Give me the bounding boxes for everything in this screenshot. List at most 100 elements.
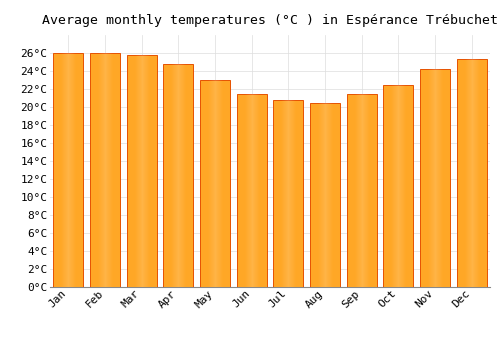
Bar	[323, 103, 324, 287]
Bar	[398, 84, 400, 287]
Bar	[90, 53, 120, 287]
Bar	[331, 103, 332, 287]
Bar	[402, 84, 404, 287]
Bar	[466, 59, 468, 287]
Bar	[440, 69, 441, 287]
Bar	[108, 53, 109, 287]
Bar	[354, 93, 356, 287]
Bar	[468, 59, 469, 287]
Bar	[258, 93, 260, 287]
Bar	[68, 53, 70, 287]
Bar	[250, 93, 252, 287]
Bar	[290, 100, 292, 287]
Bar	[442, 69, 443, 287]
Bar	[211, 80, 212, 287]
Bar	[138, 55, 140, 287]
Bar	[456, 59, 486, 287]
Bar	[215, 80, 216, 287]
Bar	[66, 53, 68, 287]
Title: Average monthly temperatures (°C ) in Espérance Trébuchet: Average monthly temperatures (°C ) in Es…	[42, 14, 498, 27]
Bar	[329, 103, 330, 287]
Bar	[184, 64, 186, 287]
Bar	[384, 84, 414, 287]
Bar	[102, 53, 103, 287]
Bar	[176, 64, 178, 287]
Bar	[146, 55, 148, 287]
Bar	[99, 53, 100, 287]
Bar	[101, 53, 102, 287]
Bar	[212, 80, 213, 287]
Bar	[103, 53, 104, 287]
Bar	[100, 53, 101, 287]
Bar	[394, 84, 396, 287]
Bar	[209, 80, 210, 287]
Bar	[219, 80, 220, 287]
Bar	[368, 93, 370, 287]
Bar	[252, 93, 254, 287]
Bar	[328, 103, 329, 287]
Bar	[210, 80, 211, 287]
Bar	[432, 69, 433, 287]
Bar	[434, 69, 435, 287]
Bar	[222, 80, 223, 287]
Bar	[431, 69, 432, 287]
Bar	[392, 84, 394, 287]
Bar	[221, 80, 222, 287]
Bar	[326, 103, 327, 287]
Bar	[284, 100, 286, 287]
Bar	[126, 55, 156, 287]
Bar	[324, 103, 325, 287]
Bar	[327, 103, 328, 287]
Bar	[286, 100, 288, 287]
Bar	[320, 103, 321, 287]
Bar	[364, 93, 366, 287]
Bar	[439, 69, 440, 287]
Bar	[470, 59, 472, 287]
Bar	[441, 69, 442, 287]
Bar	[248, 93, 250, 287]
Bar	[366, 93, 368, 287]
Bar	[330, 103, 331, 287]
Bar	[214, 80, 215, 287]
Bar	[107, 53, 108, 287]
Bar	[476, 59, 478, 287]
Bar	[319, 103, 320, 287]
Bar	[472, 59, 474, 287]
Bar	[292, 100, 294, 287]
Bar	[172, 64, 174, 287]
Bar	[98, 53, 99, 287]
Bar	[288, 100, 290, 287]
Bar	[478, 59, 480, 287]
Bar	[321, 103, 322, 287]
Bar	[346, 93, 376, 287]
Bar	[358, 93, 360, 287]
Bar	[332, 103, 333, 287]
Bar	[208, 80, 209, 287]
Bar	[420, 69, 450, 287]
Bar	[256, 93, 258, 287]
Bar	[62, 53, 64, 287]
Bar	[70, 53, 72, 287]
Bar	[325, 103, 326, 287]
Bar	[109, 53, 110, 287]
Bar	[396, 84, 398, 287]
Bar	[178, 64, 180, 287]
Bar	[54, 53, 84, 287]
Bar	[164, 64, 194, 287]
Bar	[220, 80, 221, 287]
Bar	[217, 80, 218, 287]
Bar	[182, 64, 184, 287]
Bar	[464, 59, 466, 287]
Bar	[72, 53, 74, 287]
Bar	[322, 103, 323, 287]
Bar	[356, 93, 358, 287]
Bar	[400, 84, 402, 287]
Bar	[174, 64, 176, 287]
Bar	[105, 53, 106, 287]
Bar	[134, 55, 136, 287]
Bar	[437, 69, 438, 287]
Bar	[213, 80, 214, 287]
Bar	[148, 55, 150, 287]
Bar	[110, 53, 111, 287]
Bar	[112, 53, 113, 287]
